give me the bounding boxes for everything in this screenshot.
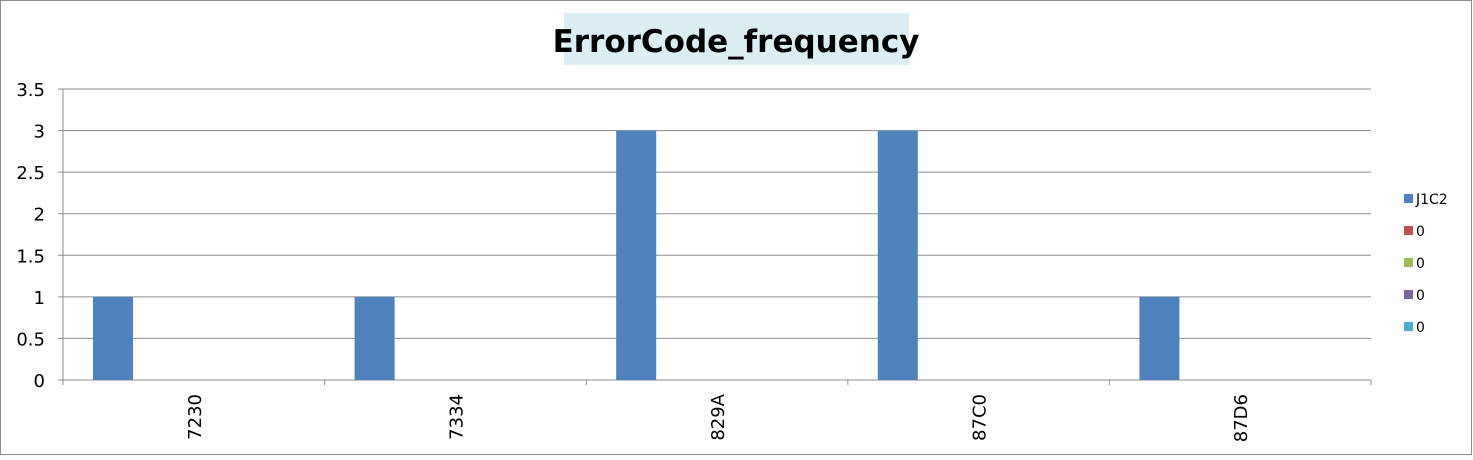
legend: J1C2 0 0 0 0 — [1404, 192, 1448, 336]
legend-label: 0 — [1416, 256, 1425, 272]
bar-j1c2-829A — [616, 130, 657, 380]
y-tick-label: 1 — [34, 288, 45, 309]
x-tick-label: 87C0 — [970, 394, 991, 441]
bar-j1c2-87D6 — [1139, 296, 1180, 380]
legend-label: 0 — [1416, 288, 1425, 304]
y-tick-label: 3 — [34, 122, 45, 143]
legend-swatch — [1404, 258, 1413, 267]
chart-title: ErrorCode_frequency — [553, 24, 920, 60]
legend-swatch — [1404, 226, 1413, 235]
y-tick-label: 0.5 — [16, 329, 45, 350]
legend-label: J1C2 — [1415, 192, 1448, 208]
tick-labels: 0 0.5 1 1.5 2 2.5 3 3.5 7230 7334 829A 87C0 87D6 — [16, 80, 1252, 442]
x-tick-label: 829A — [708, 393, 729, 440]
y-tick-label: 3.5 — [16, 80, 45, 101]
bar-j1c2-87C0 — [877, 130, 918, 380]
x-tick-label: 7334 — [446, 394, 467, 440]
legend-label: 0 — [1416, 224, 1425, 240]
bar-j1c2-7230 — [93, 296, 133, 380]
y-tick-label: 2.5 — [16, 163, 45, 184]
y-tick-label: 2 — [34, 205, 45, 226]
x-tick-label: 7230 — [185, 394, 206, 440]
legend-swatch — [1404, 322, 1413, 331]
y-tick-label: 1.5 — [16, 246, 45, 267]
bar-j1c2-7334 — [354, 296, 395, 380]
x-tick-label: 87D6 — [1231, 394, 1252, 442]
bars — [93, 130, 1180, 380]
y-tick-label: 0 — [34, 371, 45, 392]
chart-title-background — [564, 13, 909, 65]
legend-swatch — [1404, 194, 1413, 203]
legend-swatch — [1404, 290, 1413, 299]
gridlines — [63, 88, 1371, 339]
legend-label: 0 — [1416, 320, 1425, 336]
